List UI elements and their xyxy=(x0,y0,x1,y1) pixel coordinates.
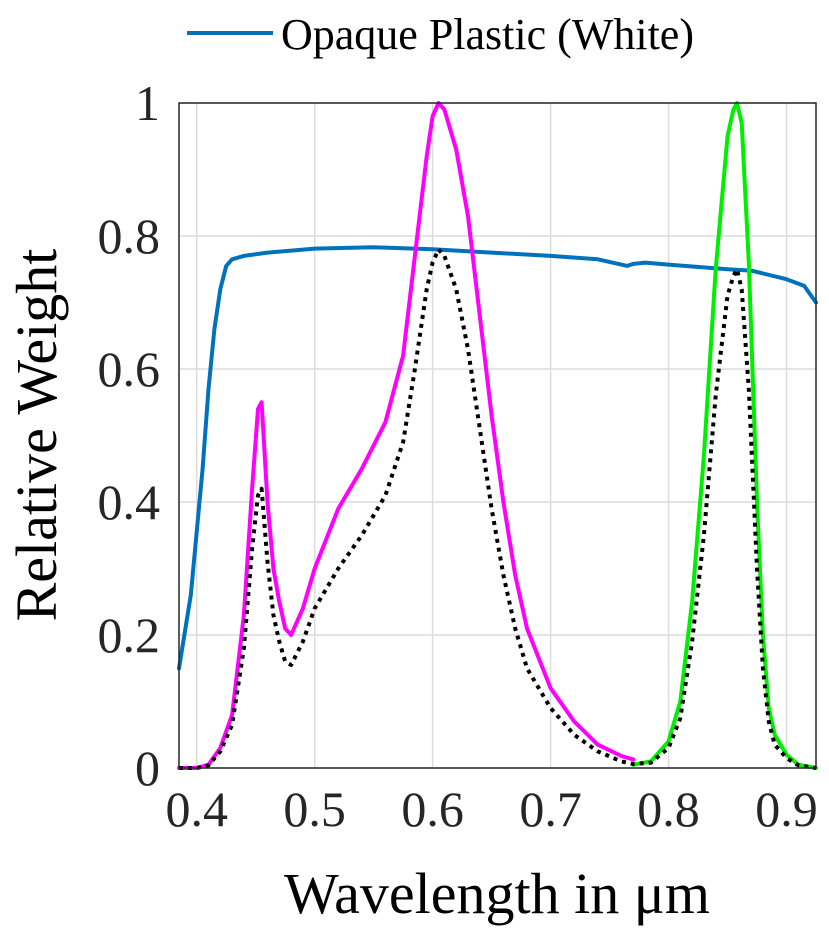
x-tick-label: 0.5 xyxy=(283,781,346,837)
x-tick-label: 0.9 xyxy=(755,781,818,837)
y-tick-label: 0.6 xyxy=(98,341,161,397)
series-line-0 xyxy=(177,245,818,671)
x-axis-label: Wavelength in μm xyxy=(284,861,710,926)
x-tick-label: 0.7 xyxy=(519,781,582,837)
series-line-1 xyxy=(177,101,636,770)
series-lines xyxy=(177,101,818,770)
y-tick-label: 0.2 xyxy=(98,607,161,663)
x-tick-label: 0.6 xyxy=(401,781,464,837)
y-tick-label: 0 xyxy=(135,740,160,796)
y-axis-label: Relative Weight xyxy=(4,249,69,622)
tick-labels: 0.4 0.5 0.6 0.7 0.8 0.9 0 0.2 0.4 0.6 0.8 1 xyxy=(98,75,818,837)
series-line-3 xyxy=(179,247,817,770)
y-tick-label: 1 xyxy=(135,75,160,131)
legend-label-opaque-plastic: Opaque Plastic (White) xyxy=(281,10,694,59)
legend: Opaque Plastic (White) xyxy=(187,10,694,59)
plot-area-frame xyxy=(178,102,817,769)
series-line-2 xyxy=(631,101,818,770)
y-tick-label: 0.4 xyxy=(98,474,161,530)
x-tick-label: 0.4 xyxy=(165,781,228,837)
x-tick-label: 0.8 xyxy=(637,781,700,837)
y-tick-label: 0.8 xyxy=(98,208,161,264)
